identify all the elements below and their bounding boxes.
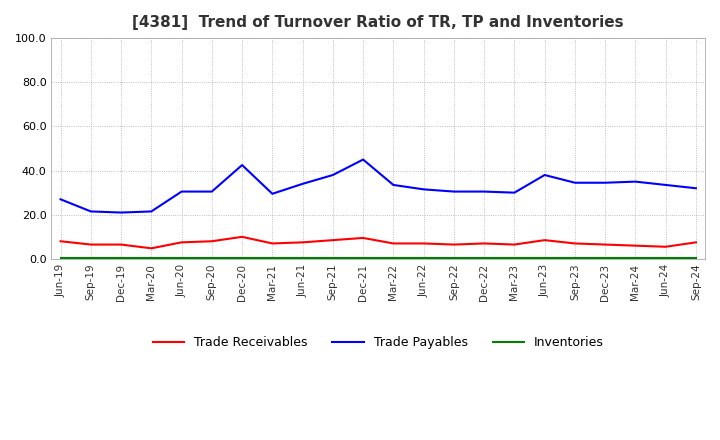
Inventories (570, 256, 579, 261)
Trade Receivables (298, 240, 307, 245)
Inventories (56, 256, 65, 261)
Trade Receivables (268, 241, 276, 246)
Trade Payables (600, 180, 609, 185)
Trade Payables (570, 180, 579, 185)
Trade Payables (268, 191, 276, 196)
Trade Receivables (207, 238, 216, 244)
Inventories (510, 256, 518, 261)
Trade Payables (56, 197, 65, 202)
Inventories (419, 256, 428, 261)
Trade Payables (480, 189, 488, 194)
Trade Payables (117, 210, 125, 215)
Trade Payables (298, 181, 307, 187)
Inventories (147, 256, 156, 261)
Trade Receivables (419, 241, 428, 246)
Inventories (86, 256, 95, 261)
Inventories (268, 256, 276, 261)
Trade Receivables (449, 242, 458, 247)
Trade Payables (631, 179, 640, 184)
Inventories (480, 256, 488, 261)
Inventories (359, 256, 367, 261)
Trade Receivables (570, 241, 579, 246)
Trade Payables (449, 189, 458, 194)
Inventories (328, 256, 337, 261)
Inventories (540, 256, 549, 261)
Title: [4381]  Trend of Turnover Ratio of TR, TP and Inventories: [4381] Trend of Turnover Ratio of TR, TP… (132, 15, 624, 30)
Trade Receivables (389, 241, 397, 246)
Inventories (298, 256, 307, 261)
Trade Payables (238, 162, 246, 168)
Legend: Trade Receivables, Trade Payables, Inventories: Trade Receivables, Trade Payables, Inven… (148, 331, 609, 354)
Trade Receivables (510, 242, 518, 247)
Trade Payables (510, 190, 518, 195)
Trade Receivables (328, 238, 337, 243)
Trade Receivables (56, 238, 65, 244)
Inventories (662, 256, 670, 261)
Trade Receivables (631, 243, 640, 248)
Inventories (238, 256, 246, 261)
Trade Payables (207, 189, 216, 194)
Trade Payables (419, 187, 428, 192)
Inventories (692, 256, 701, 261)
Trade Payables (662, 182, 670, 187)
Inventories (117, 256, 125, 261)
Trade Receivables (662, 244, 670, 249)
Trade Payables (359, 157, 367, 162)
Trade Receivables (692, 240, 701, 245)
Inventories (449, 256, 458, 261)
Trade Receivables (359, 235, 367, 241)
Inventories (600, 256, 609, 261)
Inventories (389, 256, 397, 261)
Trade Receivables (117, 242, 125, 247)
Trade Receivables (600, 242, 609, 247)
Trade Payables (389, 182, 397, 187)
Trade Receivables (480, 241, 488, 246)
Inventories (207, 256, 216, 261)
Trade Receivables (177, 240, 186, 245)
Inventories (177, 256, 186, 261)
Trade Receivables (86, 242, 95, 247)
Trade Receivables (147, 246, 156, 251)
Trade Payables (147, 209, 156, 214)
Line: Trade Receivables: Trade Receivables (60, 237, 696, 248)
Line: Trade Payables: Trade Payables (60, 160, 696, 213)
Inventories (631, 256, 640, 261)
Trade Payables (328, 172, 337, 178)
Trade Receivables (540, 238, 549, 243)
Trade Payables (540, 172, 549, 178)
Trade Payables (86, 209, 95, 214)
Trade Payables (692, 186, 701, 191)
Trade Payables (177, 189, 186, 194)
Trade Receivables (238, 234, 246, 239)
